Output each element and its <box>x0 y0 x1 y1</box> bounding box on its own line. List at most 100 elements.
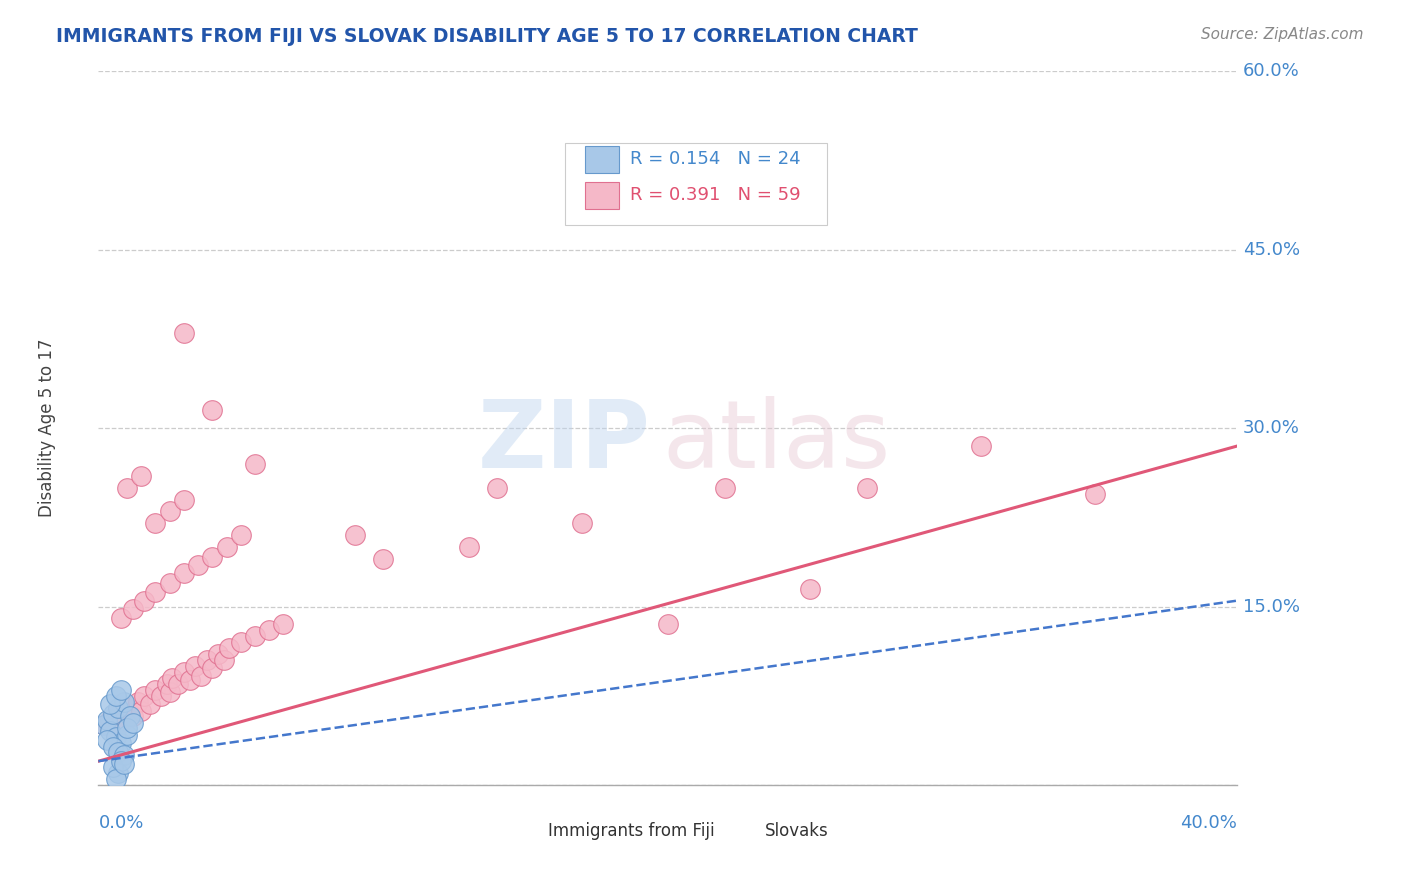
Point <box>167 677 190 691</box>
Point <box>243 457 266 471</box>
Point <box>571 516 593 531</box>
Text: R = 0.154   N = 24: R = 0.154 N = 24 <box>630 150 801 168</box>
Point <box>657 617 679 632</box>
Point <box>173 566 195 581</box>
Point <box>486 481 509 495</box>
Text: 45.0%: 45.0% <box>1243 241 1301 259</box>
FancyBboxPatch shape <box>585 146 619 173</box>
Point <box>112 748 135 763</box>
Point <box>243 629 266 643</box>
Point <box>112 695 135 709</box>
Text: IMMIGRANTS FROM FIJI VS SLOVAK DISABILITY AGE 5 TO 17 CORRELATION CHART: IMMIGRANTS FROM FIJI VS SLOVAK DISABILIT… <box>56 27 918 45</box>
Point <box>110 611 132 625</box>
Point <box>101 760 124 774</box>
Point <box>101 721 124 735</box>
Point <box>259 624 281 638</box>
Point <box>129 704 152 718</box>
Text: R = 0.391   N = 59: R = 0.391 N = 59 <box>630 186 801 203</box>
Point <box>104 772 127 786</box>
Point <box>96 732 118 747</box>
Text: 30.0%: 30.0% <box>1243 419 1301 437</box>
Point <box>173 326 195 340</box>
Text: 40.0%: 40.0% <box>1181 814 1237 831</box>
Point <box>1084 486 1107 500</box>
Point <box>138 697 160 711</box>
Point <box>184 659 207 673</box>
Point <box>173 492 195 507</box>
Point <box>93 718 115 732</box>
Point <box>373 552 395 566</box>
Text: Slovaks: Slovaks <box>765 822 828 840</box>
Point <box>195 653 218 667</box>
Point <box>150 689 173 703</box>
Point <box>129 468 152 483</box>
Point <box>714 481 737 495</box>
Text: ZIP: ZIP <box>478 396 651 489</box>
Text: Disability Age 5 to 17: Disability Age 5 to 17 <box>38 339 56 517</box>
Text: atlas: atlas <box>662 396 890 489</box>
Text: Immigrants from Fiji: Immigrants from Fiji <box>548 822 714 840</box>
Point <box>457 540 479 554</box>
Point <box>101 739 124 754</box>
Point <box>173 665 195 679</box>
Point <box>107 745 129 759</box>
Point <box>110 754 132 768</box>
Point <box>112 756 135 771</box>
Text: 0.0%: 0.0% <box>98 814 143 831</box>
Point <box>201 403 224 417</box>
Point <box>110 716 132 731</box>
Point <box>104 689 127 703</box>
Point <box>101 706 124 721</box>
Point <box>201 549 224 564</box>
Point <box>96 713 118 727</box>
Point <box>187 558 209 572</box>
Text: 60.0%: 60.0% <box>1243 62 1299 80</box>
Point <box>121 716 143 731</box>
Point <box>132 593 155 607</box>
Point <box>121 602 143 616</box>
FancyBboxPatch shape <box>503 818 536 839</box>
Text: 15.0%: 15.0% <box>1243 598 1301 615</box>
Point <box>159 504 181 518</box>
Point <box>856 481 879 495</box>
Point <box>799 582 821 596</box>
Point <box>104 731 127 745</box>
Point <box>107 766 129 780</box>
FancyBboxPatch shape <box>723 818 755 839</box>
Point <box>212 653 235 667</box>
Point <box>156 677 179 691</box>
Point <box>215 540 238 554</box>
FancyBboxPatch shape <box>565 143 827 225</box>
Point <box>229 635 252 649</box>
Point <box>190 668 212 682</box>
Point <box>343 528 366 542</box>
Point <box>121 709 143 723</box>
Point <box>93 718 115 732</box>
Point <box>159 685 181 699</box>
Point <box>127 695 149 709</box>
Point <box>273 617 295 632</box>
Point <box>118 709 141 723</box>
Point <box>98 697 121 711</box>
Point <box>107 700 129 714</box>
Point <box>110 682 132 697</box>
Point <box>115 728 138 742</box>
Point <box>115 700 138 714</box>
Point <box>201 661 224 675</box>
Point <box>207 647 229 661</box>
FancyBboxPatch shape <box>585 182 619 209</box>
Point <box>115 481 138 495</box>
Point <box>218 641 240 656</box>
Point <box>132 689 155 703</box>
Point <box>162 671 184 685</box>
Point <box>115 721 138 735</box>
Text: Source: ZipAtlas.com: Source: ZipAtlas.com <box>1201 27 1364 42</box>
Point <box>145 516 167 531</box>
Point <box>229 528 252 542</box>
Point <box>98 713 121 727</box>
Point <box>179 673 201 688</box>
Point <box>145 585 167 599</box>
Point <box>159 575 181 590</box>
Point <box>110 736 132 750</box>
Point <box>970 439 993 453</box>
